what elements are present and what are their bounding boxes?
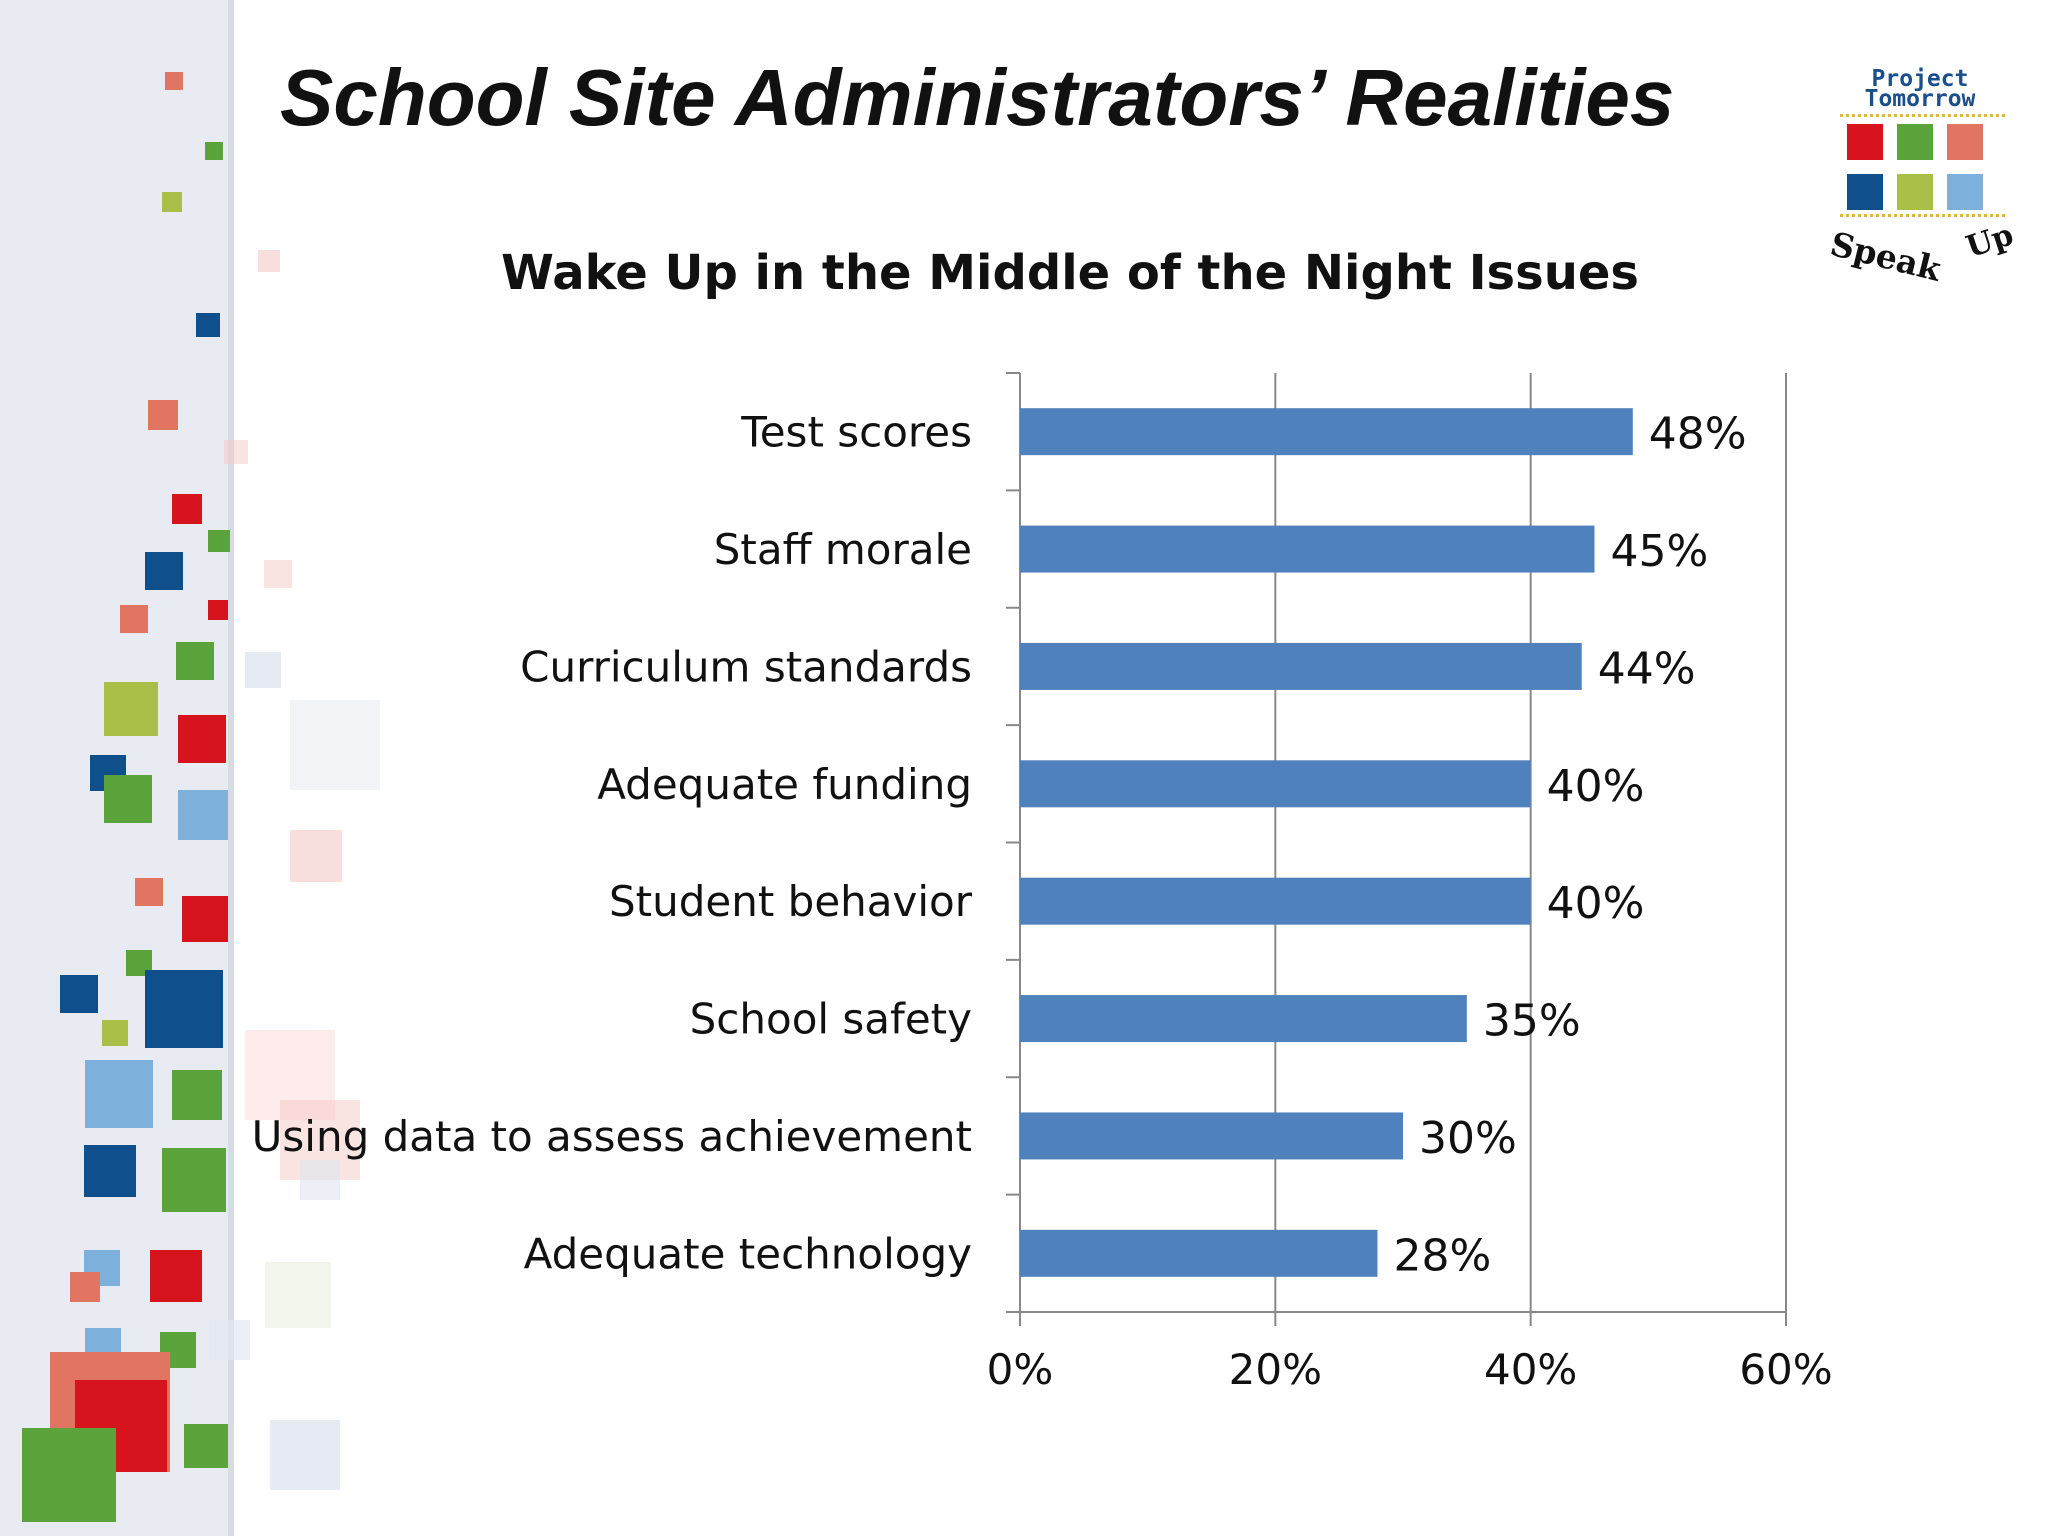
- decorative-square: [176, 642, 214, 680]
- decorative-square: [162, 1148, 226, 1212]
- decorative-square: [102, 1020, 128, 1046]
- decorative-square: [178, 715, 226, 763]
- decorative-square: [165, 72, 183, 90]
- decorative-square: [245, 652, 281, 688]
- decorative-square: [270, 1420, 340, 1490]
- decorative-square: [70, 1272, 100, 1302]
- decorative-square: [258, 250, 280, 272]
- decorative-square: [22, 1428, 116, 1522]
- value-label: 28%: [1393, 1230, 1491, 1281]
- logo-text-tomorrow: Tomorrow: [1864, 86, 1976, 112]
- decorative-square: [210, 1320, 250, 1360]
- decorative-square: [172, 1070, 222, 1120]
- value-label: 30%: [1419, 1113, 1517, 1164]
- bar: [1020, 525, 1595, 573]
- bar: [1020, 1112, 1403, 1160]
- decorative-square: [85, 1060, 153, 1128]
- category-label: Student behavior: [609, 877, 973, 926]
- logo-dotted-line-top: [1840, 114, 2005, 117]
- bar: [1020, 760, 1531, 808]
- value-label: 44%: [1598, 643, 1696, 694]
- decorative-square: [224, 440, 248, 464]
- category-label: School safety: [690, 995, 972, 1044]
- bar: [1020, 877, 1531, 925]
- decorative-square: [300, 1160, 340, 1200]
- decorative-square: [205, 142, 223, 160]
- category-label: Using data to assess achievement: [252, 1112, 972, 1161]
- project-tomorrow-logo: Project Tomorrow Speak Up: [1827, 62, 2020, 289]
- bar: [1020, 408, 1633, 456]
- decorative-square: [182, 896, 228, 942]
- decorative-square: [104, 775, 152, 823]
- value-label: 45%: [1611, 526, 1709, 577]
- decorative-square: [208, 530, 230, 552]
- decorative-square: [135, 878, 163, 906]
- logo-square: [1947, 124, 1983, 160]
- x-tick-label: 60%: [1739, 1345, 1832, 1394]
- decorative-square: [145, 970, 223, 1048]
- logo-square: [1897, 124, 1933, 160]
- decorative-square: [265, 1262, 331, 1328]
- logo-square: [1947, 174, 1983, 210]
- decorative-square: [184, 1424, 228, 1468]
- logo-square: [1847, 124, 1883, 160]
- category-label: Adequate funding: [597, 760, 972, 809]
- value-label: 48%: [1649, 409, 1747, 460]
- category-label: Adequate technology: [524, 1229, 972, 1278]
- decorative-square: [104, 682, 158, 736]
- decorative-square: [290, 700, 380, 790]
- category-label: Staff morale: [714, 525, 972, 574]
- logo-dotted-line-bottom: [1840, 214, 2005, 217]
- decorative-square: [264, 560, 292, 588]
- bar: [1020, 995, 1467, 1043]
- x-tick-label: 20%: [1229, 1345, 1322, 1394]
- decorative-square: [196, 313, 220, 337]
- x-tick-label: 0%: [987, 1345, 1054, 1394]
- decorative-square: [120, 605, 148, 633]
- decorative-square: [60, 975, 98, 1013]
- decorative-square: [178, 790, 228, 840]
- decorative-square: [145, 552, 183, 590]
- value-label: 40%: [1547, 878, 1645, 929]
- bar: [1020, 1229, 1378, 1277]
- x-tick-label: 40%: [1484, 1345, 1577, 1394]
- logo-text-project: Project: [1871, 66, 1969, 92]
- logo-square: [1897, 174, 1933, 210]
- logo-square: [1847, 174, 1883, 210]
- value-label: 35%: [1483, 996, 1581, 1047]
- value-label: 40%: [1547, 761, 1645, 812]
- slide-title: School Site Administrators’ Realities: [280, 53, 1675, 142]
- category-label: Test scores: [740, 408, 972, 457]
- decorative-square: [150, 1250, 202, 1302]
- decorative-square: [208, 600, 228, 620]
- decorative-square: [290, 830, 342, 882]
- category-label: Curriculum standards: [520, 642, 972, 691]
- decorative-square: [162, 192, 182, 212]
- chart-title: Wake Up in the Middle of the Night Issue…: [500, 245, 1639, 301]
- decorative-square: [172, 494, 202, 524]
- bar: [1020, 642, 1582, 690]
- decorative-square: [148, 400, 178, 430]
- decorative-square: [84, 1145, 136, 1197]
